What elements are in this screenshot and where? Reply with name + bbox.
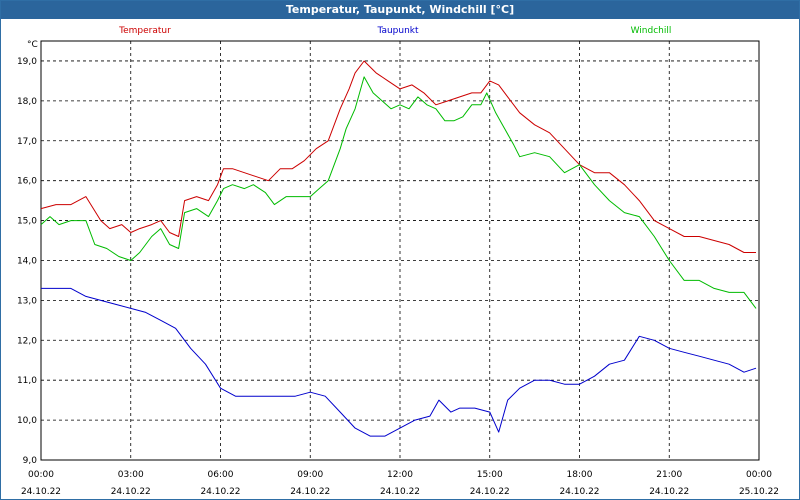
x-tick-time-label: 09:00 — [297, 470, 323, 480]
y-tick-label: 16,0 — [17, 177, 37, 187]
legend-entry-taupunkt: Taupunkt — [376, 26, 419, 36]
x-tick-time-label: 15:00 — [477, 470, 503, 480]
legend-entry-windchill: Windchill — [631, 26, 672, 36]
x-tick-date-label: 24.10.22 — [559, 487, 599, 497]
chart-title: Temperatur, Taupunkt, Windchill [°C] — [1, 1, 799, 19]
x-tick-time-label: 21:00 — [656, 470, 682, 480]
series-line-taupunkt — [41, 287, 757, 437]
x-tick-time-label: 00:00 — [746, 470, 772, 480]
series-line-temperatur — [40, 60, 756, 253]
x-tick-date-label: 24.10.22 — [200, 487, 240, 497]
x-tick-date-label: 24.10.22 — [290, 487, 330, 497]
y-tick-label: 9,0 — [23, 456, 38, 466]
x-tick-time-label: 12:00 — [387, 470, 413, 480]
x-tick-date-label: 24.10.22 — [470, 487, 510, 497]
x-tick-time-label: 18:00 — [567, 470, 593, 480]
x-tick-time-label: 06:00 — [208, 470, 234, 480]
y-tick-label: 18,0 — [17, 97, 37, 107]
x-tick-date-label: 24.10.22 — [649, 487, 689, 497]
y-tick-label: 11,0 — [17, 376, 37, 386]
x-tick-date-label: 25.10.22 — [739, 487, 779, 497]
series-line-windchill — [40, 76, 757, 309]
y-axis-unit-label: °C — [27, 40, 38, 50]
x-tick-date-label: 24.10.22 — [21, 487, 61, 497]
y-tick-label: 17,0 — [17, 137, 37, 147]
y-tick-label: 14,0 — [17, 256, 37, 266]
legend-entry-temperatur: Temperatur — [118, 26, 171, 36]
y-tick-label: 12,0 — [17, 336, 37, 346]
y-tick-label: 13,0 — [17, 296, 37, 306]
y-tick-label: 10,0 — [17, 416, 37, 426]
x-tick-date-label: 24.10.22 — [111, 487, 151, 497]
y-tick-label: 19,0 — [17, 57, 37, 67]
x-tick-time-label: 00:00 — [28, 470, 54, 480]
x-tick-date-label: 24.10.22 — [380, 487, 420, 497]
y-tick-label: 15,0 — [17, 217, 37, 227]
x-tick-time-label: 03:00 — [118, 470, 144, 480]
